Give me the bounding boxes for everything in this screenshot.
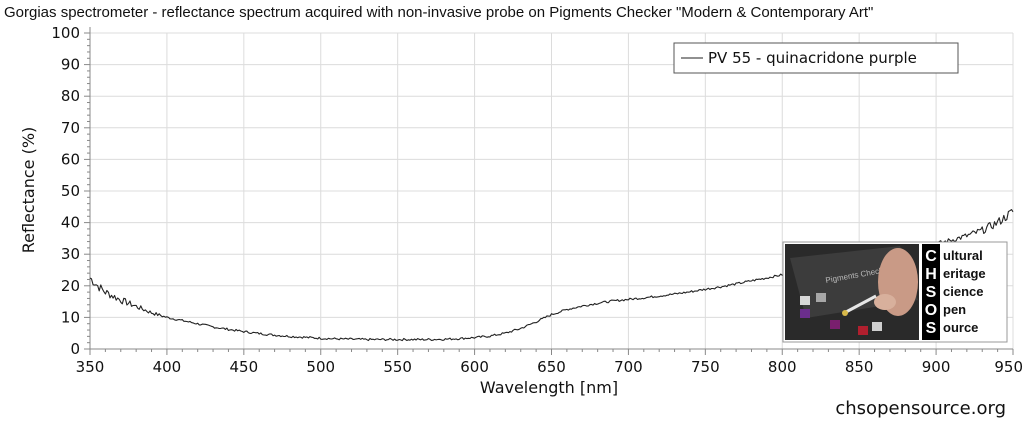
y-tick-label-80: 80 xyxy=(61,87,80,105)
x-tick-label-650: 650 xyxy=(537,358,566,376)
y-tick-label-70: 70 xyxy=(61,119,80,137)
x-tick-labels: 350 400 450 500 550 600 650 700 750 800 850 900 950 xyxy=(76,358,1023,376)
x-tick-label-750: 750 xyxy=(691,358,720,376)
x-tick-label-950: 950 xyxy=(994,358,1023,376)
y-tick-label-30: 30 xyxy=(61,245,80,263)
x-tick-label-850: 850 xyxy=(845,358,874,376)
x-tick-label-700: 700 xyxy=(614,358,643,376)
y-tick-labels: 0 10 20 30 40 50 60 70 80 90 100 xyxy=(51,24,80,358)
x-tick-label-550: 550 xyxy=(383,358,412,376)
logo-letter-4: S xyxy=(926,320,937,337)
logo-letter-0: C xyxy=(925,248,937,265)
x-tick-label-450: 450 xyxy=(230,358,259,376)
x-tick-label-600: 600 xyxy=(460,358,489,376)
x-axis-label: Wavelength [nm] xyxy=(480,378,618,397)
legend-entry-label: PV 55 - quinacridone purple xyxy=(708,49,917,67)
logo-letter-1: H xyxy=(925,266,937,283)
logo-word-3: pen xyxy=(943,302,966,317)
logo-word-1: eritage xyxy=(943,266,986,281)
logo-words: ultural eritage cience pen ource xyxy=(943,248,986,335)
chart-title: Gorgias spectrometer - reflectance spect… xyxy=(4,4,873,21)
logo-letter-2: S xyxy=(926,284,937,301)
legend: PV 55 - quinacridone purple xyxy=(673,42,959,74)
y-tick-label-20: 20 xyxy=(61,277,80,295)
x-tick-label-800: 800 xyxy=(768,358,797,376)
y-tick-label-60: 60 xyxy=(61,150,80,168)
x-tick-label-350: 350 xyxy=(76,358,105,376)
y-tick-label-40: 40 xyxy=(61,214,80,232)
watermark-text: chsopensource.org xyxy=(835,398,1006,419)
y-tick-label-10: 10 xyxy=(61,308,80,326)
x-tick-label-900: 900 xyxy=(922,358,951,376)
y-axis-label: Reflectance (%) xyxy=(19,127,38,254)
logo-letter-3: O xyxy=(925,302,937,319)
legend-box xyxy=(673,42,959,74)
y-tick-label-90: 90 xyxy=(61,56,80,74)
logo-word-0: ultural xyxy=(943,248,983,263)
x-tick-label-500: 500 xyxy=(306,358,335,376)
pigments-checker-photo: Pigments Checker xyxy=(785,244,919,340)
y-tick-label-0: 0 xyxy=(70,340,80,358)
logo-word-2: cience xyxy=(943,284,983,299)
logo-word-4: ource xyxy=(943,320,978,335)
logo-letter-column xyxy=(922,244,940,340)
x-tick-label-400: 400 xyxy=(153,358,182,376)
y-tick-label-50: 50 xyxy=(61,182,80,200)
y-tick-label-100: 100 xyxy=(51,24,80,42)
axes xyxy=(84,27,1014,355)
